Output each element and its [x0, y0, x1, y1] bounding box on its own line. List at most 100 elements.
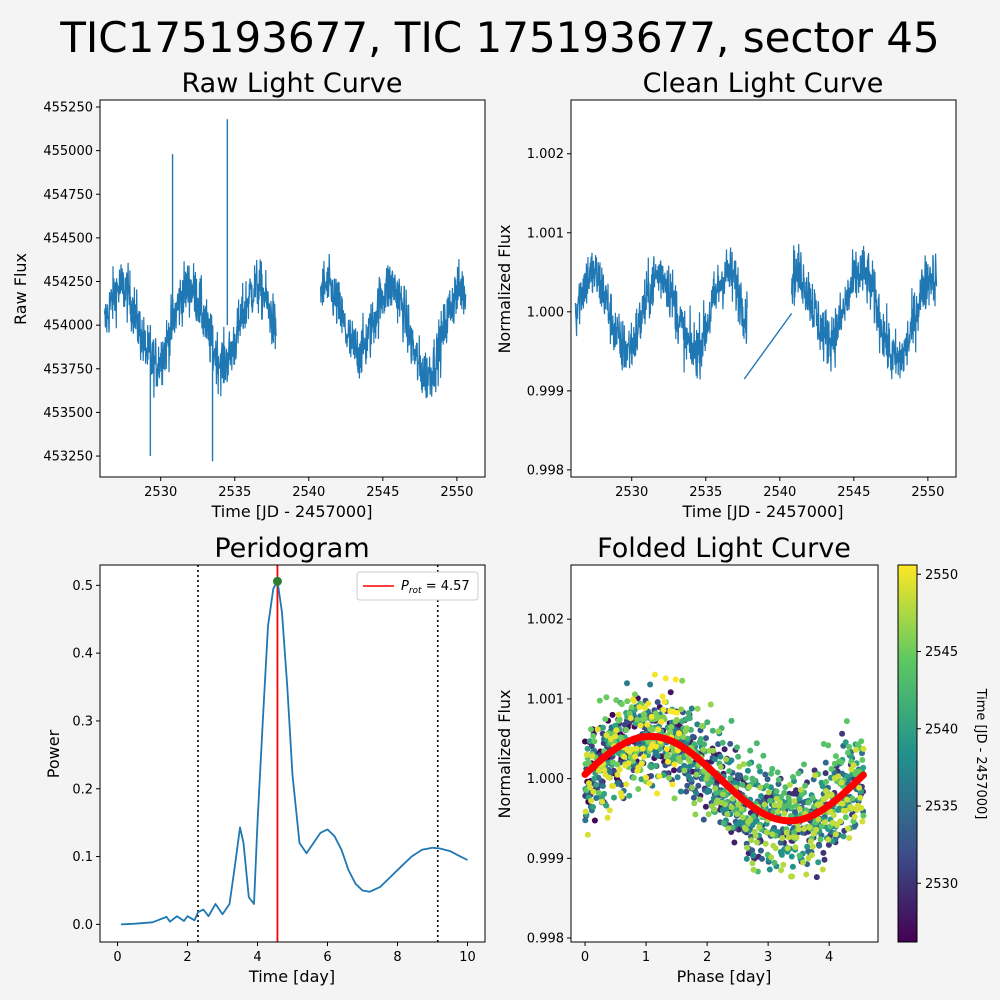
folded-point — [677, 758, 683, 765]
folded-point — [673, 709, 680, 716]
folded-point — [601, 790, 608, 797]
folded-point — [697, 736, 704, 742]
folded-point — [781, 810, 788, 817]
folded-xtick-label: 2 — [703, 950, 711, 965]
folded-point — [641, 715, 648, 722]
folded-xlabel: Phase [day] — [677, 967, 772, 986]
folded-point — [665, 758, 671, 765]
folded-point — [828, 766, 835, 772]
folded-point — [845, 825, 852, 832]
folded-point — [707, 701, 714, 708]
legend-label-p: P — [401, 579, 409, 594]
folded-point — [710, 747, 716, 754]
clean-ytick-label: 0.999 — [527, 384, 564, 399]
folded-point — [746, 783, 753, 790]
folded-point — [792, 809, 798, 816]
folded-point — [594, 726, 601, 733]
raw-ytick-label: 453250 — [43, 450, 93, 465]
clean-ylabel: Normalized Flux — [495, 224, 514, 353]
folded-point — [766, 789, 772, 796]
raw-xtick-label: 2540 — [292, 485, 325, 500]
folded-point — [852, 746, 859, 753]
folded-point — [666, 774, 672, 781]
raw-flux-line — [103, 119, 467, 462]
clean-ytick-label: 1.002 — [527, 147, 564, 162]
folded-point — [823, 788, 830, 795]
folded-point — [774, 808, 781, 815]
colorbar-tick-label: 2530 — [925, 877, 958, 892]
folded-point — [652, 762, 659, 769]
colorbar-tick-label: 2540 — [925, 722, 958, 737]
folded-point — [623, 781, 630, 788]
folded-point — [654, 790, 661, 797]
folded-point — [801, 761, 807, 768]
folded-point — [685, 710, 692, 716]
folded-point — [772, 845, 779, 852]
folded-point — [586, 738, 593, 745]
folded-point — [822, 819, 828, 826]
folded-point — [817, 801, 824, 808]
raw-ytick-label: 455000 — [43, 144, 93, 159]
folded-point — [656, 714, 663, 721]
periodogram-xtick-label: 4 — [253, 950, 261, 965]
periodogram-panel: Peridogram 0 2 4 6 8 10 0.0 0.1 0.2 0.3 0.4 0.5 Pro… — [44, 533, 486, 986]
folded-point — [673, 716, 680, 723]
folded-point — [703, 735, 709, 742]
folded-point — [833, 831, 839, 838]
folded-model-curve — [581, 732, 867, 825]
folded-point — [749, 860, 756, 867]
folded-point — [819, 783, 826, 790]
folded-point — [686, 758, 693, 765]
folded-point — [762, 771, 769, 778]
folded-point — [626, 792, 633, 799]
folded-point — [780, 861, 787, 868]
raw-ytick-label: 453750 — [43, 362, 93, 377]
folded-point — [595, 789, 602, 796]
folded-point — [739, 814, 746, 821]
folded-point — [645, 738, 652, 745]
folded-point — [614, 771, 621, 778]
folded-point — [802, 782, 809, 789]
folded-point — [722, 801, 728, 808]
folded-point — [596, 697, 603, 704]
folded-point — [672, 676, 679, 683]
folded-point — [628, 746, 635, 753]
folded-point — [683, 788, 690, 795]
folded-point — [644, 721, 651, 728]
raw-flux-segment — [103, 259, 277, 398]
periodogram-ytick-label: 0.1 — [72, 850, 93, 865]
folded-point — [778, 851, 785, 858]
folded-point — [740, 761, 747, 768]
folded-point — [690, 794, 697, 801]
raw-panel-title: Raw Light Curve — [182, 68, 403, 99]
periodogram-title: Peridogram — [214, 533, 369, 564]
folded-point — [613, 697, 620, 704]
folded-point — [700, 816, 707, 823]
folded-point — [838, 759, 845, 766]
colorbar-label: Time [JD - 2457000] — [973, 688, 988, 820]
folded-point — [728, 804, 735, 811]
folded-point — [656, 773, 663, 780]
folded-point — [660, 706, 667, 713]
periodogram-plot-area — [100, 565, 485, 942]
folded-point — [662, 675, 669, 682]
folded-point — [857, 794, 864, 801]
folded-point — [823, 778, 829, 785]
raw-xtick-label: 2535 — [218, 485, 251, 500]
folded-point — [593, 781, 600, 788]
folded-point — [635, 786, 642, 792]
folded-point — [616, 716, 623, 723]
folded-point — [692, 811, 699, 818]
folded-point — [704, 772, 711, 779]
folded-point — [590, 804, 597, 810]
folded-point — [705, 787, 712, 794]
folded-point — [639, 745, 646, 752]
folded-point — [668, 723, 675, 730]
folded-point — [856, 784, 863, 791]
folded-point — [793, 834, 800, 841]
folded-point — [757, 784, 764, 791]
folded-point — [721, 746, 728, 753]
folded-point — [777, 799, 783, 806]
folded-point — [599, 783, 606, 789]
folded-point — [756, 763, 762, 770]
